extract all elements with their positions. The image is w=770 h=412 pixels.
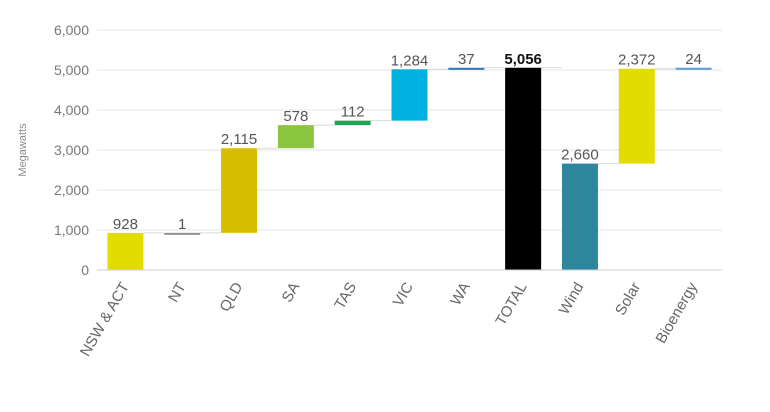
connector-lines [143,67,676,234]
x-tick-label-wind: Wind [556,280,588,318]
x-tick-label-tas: TAS [331,280,360,313]
y-tick-label: 4,000 [54,102,89,118]
data-label-vic: 1,284 [391,52,429,69]
bar-bioenergy [675,67,712,70]
data-label-tas: 112 [341,104,365,121]
x-tick-label-total: TOTAL [492,280,530,329]
x-tick-label-qld: QLD [216,279,246,314]
bar-wind [561,163,598,270]
bar-solar [618,68,655,164]
bar-qld [221,148,258,233]
x-tick-label-sa: SA [279,280,304,306]
bar-total [505,67,542,270]
data-label-sa: 578 [283,108,308,125]
y-tick-labels: 0 1,000 2,000 3,000 4,000 5,000 6,000 [54,22,89,278]
data-label-bioenergy: 24 [685,51,702,68]
x-tick-label-bioenergy: Bioenergy [653,279,702,346]
x-tick-labels: NSW & ACT NT QLD SA TAS VIC WA TOTAL Wind Solar Bi… [77,279,701,359]
x-tick-label-vic: VIC [390,279,417,309]
data-label-wind: 2,660 [561,147,599,164]
data-label-qld: 2,115 [221,131,257,148]
x-tick-label-nsw-act: NSW & ACT [77,280,133,360]
data-labels: 928 1 2,115 578 112 1,284 37 5,056 2,660 2,372 24 [113,51,702,233]
y-tick-label: 2,000 [54,182,89,198]
y-tick-label: 3,000 [54,142,89,158]
bar-nsw-act [107,232,144,270]
data-label-solar: 2,372 [618,52,656,69]
y-axis-title: Megawatts [17,123,29,177]
x-tick-label-solar: Solar [612,280,644,319]
bar-sa [277,125,314,149]
y-tick-label: 5,000 [54,62,89,78]
bar-tas [334,120,371,126]
x-tick-label-wa: WA [447,280,474,309]
x-tick-label-nt: NT [165,280,190,306]
y-tick-label: 6,000 [54,22,89,38]
data-label-total: 5,056 [504,51,542,68]
data-label-nsw-act: 928 [113,216,138,233]
bar-wa [448,67,485,70]
y-tick-label: 1,000 [54,222,89,238]
y-tick-label: 0 [81,262,89,278]
bars [107,67,712,270]
data-label-nt: 1 [178,216,186,233]
data-label-wa: 37 [458,51,475,68]
bar-nt [164,232,201,235]
bar-vic [391,69,428,121]
